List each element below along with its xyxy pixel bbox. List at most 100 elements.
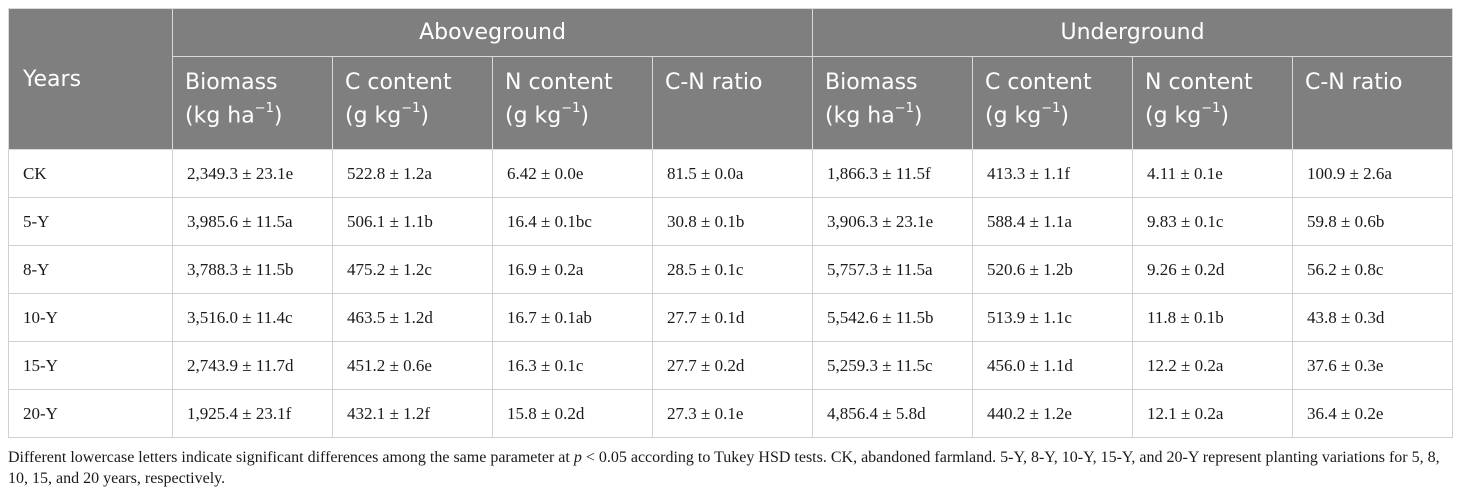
column-unit: (g kg−1) bbox=[505, 97, 640, 130]
value-cell: 9.26 ± 0.2d bbox=[1132, 245, 1293, 294]
table-row: 20-Y 1,925.4 ± 23.1f 432.1 ± 1.2f 15.8 ± 0.… bbox=[8, 389, 1454, 438]
value-cell: 413.3 ± 1.1f bbox=[972, 149, 1133, 198]
value-cell: 451.2 ± 0.6e bbox=[332, 341, 493, 390]
column-name: N content bbox=[1145, 70, 1253, 95]
value-cell: 6.42 ± 0.0e bbox=[492, 149, 653, 198]
value-cell: 9.83 ± 0.1c bbox=[1132, 197, 1293, 246]
unit-base: (kg ha bbox=[825, 103, 895, 129]
unit-base: (g kg bbox=[1145, 103, 1202, 129]
column-header: C content (g kg−1) bbox=[972, 56, 1133, 150]
value-cell: 11.8 ± 0.1b bbox=[1132, 293, 1293, 342]
unit-superscript: −1 bbox=[561, 101, 581, 116]
column-header: Biomass (kg ha−1) bbox=[812, 56, 973, 150]
table-row: 15-Y 2,743.9 ± 11.7d 451.2 ± 0.6e 16.3 ± 0.… bbox=[8, 341, 1454, 390]
unit-end: ) bbox=[273, 103, 283, 129]
value-cell: 506.1 ± 1.1b bbox=[332, 197, 493, 246]
value-cell: 59.8 ± 0.6b bbox=[1291, 197, 1454, 246]
value-cell: 37.6 ± 0.3e bbox=[1291, 341, 1454, 390]
unit-superscript: −1 bbox=[1201, 101, 1221, 116]
table-row: CK 2,349.3 ± 23.1e 522.8 ± 1.2a 6.42 ± 0.0e… bbox=[8, 149, 1454, 198]
column-name: N content bbox=[505, 70, 613, 95]
column-name: C-N ratio bbox=[1305, 70, 1403, 95]
table-row: 10-Y 3,516.0 ± 11.4c 463.5 ± 1.2d 16.7 ± 0.… bbox=[8, 293, 1454, 342]
value-cell: 522.8 ± 1.2a bbox=[332, 149, 493, 198]
value-cell: 1,925.4 ± 23.1f bbox=[172, 389, 333, 438]
unit-base: (g kg bbox=[345, 103, 402, 129]
unit-superscript: −1 bbox=[1041, 101, 1061, 116]
unit-end: ) bbox=[913, 103, 923, 129]
value-cell: 16.4 ± 0.1bc bbox=[492, 197, 653, 246]
table-row: 5-Y 3,985.6 ± 11.5a 506.1 ± 1.1b 16.4 ± 0.1… bbox=[8, 197, 1454, 246]
value-cell: 27.7 ± 0.1d bbox=[652, 293, 813, 342]
footnote-p-symbol: p bbox=[573, 449, 582, 466]
column-name: C content bbox=[345, 70, 452, 95]
column-unit: (g kg−1) bbox=[985, 97, 1120, 130]
column-name: C content bbox=[985, 70, 1092, 95]
value-cell: 588.4 ± 1.1a bbox=[972, 197, 1133, 246]
value-cell: 27.3 ± 0.1e bbox=[652, 389, 813, 438]
column-unit: (g kg−1) bbox=[1145, 97, 1280, 130]
value-cell: 513.9 ± 1.1c bbox=[972, 293, 1133, 342]
value-cell: 1,866.3 ± 11.5f bbox=[812, 149, 973, 198]
footnote-text-start: Different lowercase letters indicate sig… bbox=[8, 449, 574, 466]
column-name: Biomass bbox=[825, 70, 918, 95]
year-cell: 10-Y bbox=[8, 293, 173, 342]
unit-end: ) bbox=[1060, 103, 1070, 129]
value-cell: 16.3 ± 0.1c bbox=[492, 341, 653, 390]
column-header: N content (g kg−1) bbox=[492, 56, 653, 150]
column-unit: (kg ha−1) bbox=[185, 97, 320, 130]
column-name: C-N ratio bbox=[665, 70, 763, 95]
value-cell: 43.8 ± 0.3d bbox=[1291, 293, 1454, 342]
year-cell: 8-Y bbox=[8, 245, 173, 294]
value-cell: 36.4 ± 0.2e bbox=[1291, 389, 1454, 438]
data-table: Years Aboveground Underground Biomass (kg… bbox=[8, 8, 1454, 438]
value-cell: 12.2 ± 0.2a bbox=[1132, 341, 1293, 390]
value-cell: 5,757.3 ± 11.5a bbox=[812, 245, 973, 294]
value-cell: 16.7 ± 0.1ab bbox=[492, 293, 653, 342]
value-cell: 30.8 ± 0.1b bbox=[652, 197, 813, 246]
unit-base: (g kg bbox=[985, 103, 1042, 129]
column-header: C-N ratio bbox=[1291, 56, 1454, 150]
value-cell: 3,516.0 ± 11.4c bbox=[172, 293, 333, 342]
value-cell: 432.1 ± 1.2f bbox=[332, 389, 493, 438]
underground-group-header: Underground bbox=[811, 8, 1454, 57]
value-cell: 27.7 ± 0.2d bbox=[652, 341, 813, 390]
unit-end: ) bbox=[420, 103, 430, 129]
unit-superscript: −1 bbox=[401, 101, 421, 116]
column-header: N content (g kg−1) bbox=[1132, 56, 1293, 150]
column-header: C content (g kg−1) bbox=[332, 56, 493, 150]
value-cell: 520.6 ± 1.2b bbox=[972, 245, 1133, 294]
unit-base: (g kg bbox=[505, 103, 562, 129]
value-cell: 2,349.3 ± 23.1e bbox=[172, 149, 333, 198]
footnote-text-end: < 0.05 according to Tukey HSD tests. CK,… bbox=[8, 449, 1440, 487]
value-cell: 3,985.6 ± 11.5a bbox=[172, 197, 333, 246]
value-cell: 456.0 ± 1.1d bbox=[972, 341, 1133, 390]
year-cell: 15-Y bbox=[8, 341, 173, 390]
year-cell: 20-Y bbox=[8, 389, 173, 438]
column-unit: (kg ha−1) bbox=[825, 97, 960, 130]
value-cell: 28.5 ± 0.1c bbox=[652, 245, 813, 294]
year-cell: 5-Y bbox=[8, 197, 173, 246]
value-cell: 4,856.4 ± 5.8d bbox=[812, 389, 973, 438]
value-cell: 5,542.6 ± 11.5b bbox=[812, 293, 973, 342]
column-name: Biomass bbox=[185, 70, 278, 95]
unit-end: ) bbox=[580, 103, 590, 129]
table-row: 8-Y 3,788.3 ± 11.5b 475.2 ± 1.2c 16.9 ± 0.2… bbox=[8, 245, 1454, 294]
value-cell: 12.1 ± 0.2a bbox=[1132, 389, 1293, 438]
table-header: Years Aboveground Underground Biomass (kg… bbox=[8, 8, 1454, 150]
unit-superscript: −1 bbox=[894, 101, 914, 116]
value-cell: 56.2 ± 0.8c bbox=[1291, 245, 1454, 294]
value-cell: 3,906.3 ± 23.1e bbox=[812, 197, 973, 246]
value-cell: 2,743.9 ± 11.7d bbox=[172, 341, 333, 390]
column-header: C-N ratio bbox=[652, 56, 813, 150]
value-cell: 81.5 ± 0.0a bbox=[652, 149, 813, 198]
unit-end: ) bbox=[1220, 103, 1230, 129]
table-container: Years Aboveground Underground Biomass (kg… bbox=[8, 8, 1454, 489]
unit-superscript: −1 bbox=[254, 101, 274, 116]
table-footnote: Different lowercase letters indicate sig… bbox=[8, 447, 1452, 489]
value-cell: 15.8 ± 0.2d bbox=[492, 389, 653, 438]
column-header: Biomass (kg ha−1) bbox=[172, 56, 333, 150]
value-cell: 440.2 ± 1.2e bbox=[972, 389, 1133, 438]
year-cell: CK bbox=[8, 149, 173, 198]
value-cell: 3,788.3 ± 11.5b bbox=[172, 245, 333, 294]
